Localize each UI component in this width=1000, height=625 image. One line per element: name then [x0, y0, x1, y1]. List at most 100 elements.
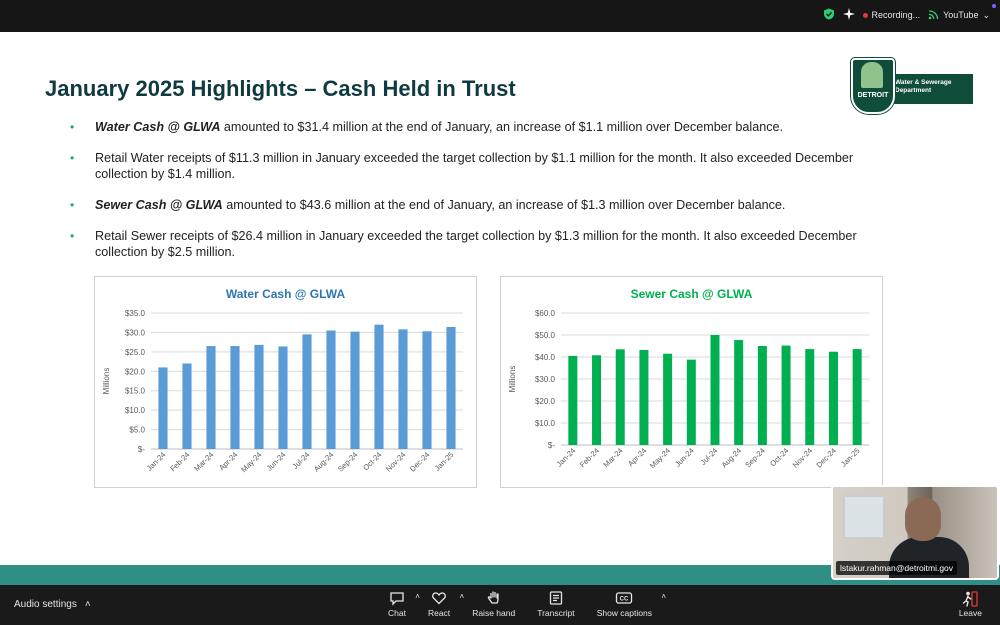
- transcript-label: Transcript: [537, 608, 575, 618]
- chevron-up-icon[interactable]: ˄: [661, 592, 666, 601]
- highlights-list: Water Cash @ GLWA amounted to $31.4 mill…: [70, 119, 870, 275]
- audio-settings-button[interactable]: Audio settings ˄: [14, 599, 91, 610]
- y-tick-label: $10.0: [535, 419, 556, 428]
- y-tick-label: $35.0: [125, 309, 146, 318]
- x-tick-label: Feb-24: [578, 446, 601, 469]
- presentation-slide: January 2025 Highlights – Cash Held in T…: [0, 32, 1000, 565]
- water-cash-chart: Water Cash @ GLWA $- $5.0 $10.0 $15.0 $20.0 $…: [94, 276, 477, 488]
- y-tick-label: $-: [138, 445, 145, 454]
- show-captions-button[interactable]: CC Show captions ˄: [596, 590, 666, 618]
- bar: [158, 367, 168, 449]
- slide-footer-band: [0, 565, 1000, 585]
- bar: [254, 344, 264, 449]
- youtube-stream[interactable]: YouTube ⌄: [928, 10, 990, 21]
- leave-button[interactable]: Leave: [959, 590, 982, 618]
- x-tick-label: May-24: [239, 450, 263, 474]
- x-tick-label: Jan-24: [145, 450, 168, 473]
- x-tick-label: Mar-24: [601, 446, 624, 469]
- bar: [781, 345, 791, 445]
- chart-title: Sewer Cash @ GLWA: [630, 287, 753, 301]
- bullet-item: Retail Water receipts of $11.3 million i…: [70, 150, 870, 182]
- sewer-cash-chart: Sewer Cash @ GLWA $- $10.0 $20.0 $30.0 $40.0…: [500, 276, 883, 488]
- participant-name: lstakur.rahman@detroitmi.gov: [836, 561, 958, 575]
- bar: [686, 359, 696, 445]
- transcript-button[interactable]: Transcript: [537, 590, 575, 618]
- x-tick-label: Oct-24: [361, 450, 383, 472]
- y-axis-label: Millions: [508, 366, 517, 393]
- bar: [852, 349, 862, 445]
- y-tick-label: $50.0: [535, 331, 556, 340]
- logo-department-box: Water & Sewerage Department: [891, 74, 973, 104]
- x-tick-label: Apr-24: [626, 446, 648, 468]
- x-tick-label: Jul-24: [291, 450, 312, 471]
- notification-dot: [992, 4, 996, 8]
- bar: [422, 331, 432, 449]
- bullet-text: Retail Water receipts of $11.3 million i…: [95, 151, 854, 181]
- show-captions-label: Show captions: [596, 608, 652, 618]
- logo-figure-icon: [861, 62, 883, 88]
- chat-button[interactable]: Chat ˄: [388, 590, 420, 618]
- react-label: React: [427, 608, 451, 618]
- x-tick-label: Jan-25: [839, 446, 862, 469]
- x-tick-label: Mar-24: [192, 450, 215, 473]
- y-tick-label: $40.0: [535, 353, 556, 362]
- x-tick-label: Oct-24: [768, 446, 790, 468]
- shield-check-icon[interactable]: [823, 8, 835, 22]
- slide-title: January 2025 Highlights – Cash Held in T…: [45, 76, 516, 101]
- y-tick-label: $20.0: [535, 397, 556, 406]
- x-tick-label: Aug-24: [720, 446, 743, 469]
- bar: [230, 346, 240, 449]
- bar: [639, 349, 649, 445]
- meeting-controls-bar: Audio settings ˄ Chat ˄ React ˄ Raise ha…: [0, 585, 1000, 625]
- chart-title: Water Cash @ GLWA: [225, 287, 346, 301]
- y-tick-label: $30.0: [125, 328, 146, 337]
- chevron-up-icon[interactable]: ˄: [415, 592, 420, 601]
- sparkle-icon[interactable]: [842, 8, 855, 22]
- dwsd-logo: Water & Sewerage Department DETROIT: [845, 48, 975, 118]
- sewer-cash-plot: $- $10.0 $20.0 $30.0 $40.0 $50.0 $60.0 Millions…: [508, 309, 869, 470]
- top-bar-status: Recording... YouTube ⌄: [823, 8, 990, 22]
- x-tick-label: Jun-24: [673, 446, 696, 469]
- raise-hand-label: Raise hand: [472, 608, 516, 618]
- y-tick-label: $60.0: [535, 309, 556, 318]
- hand-icon: [486, 590, 502, 608]
- x-tick-label: Jan-25: [433, 450, 456, 473]
- bullet-item: Retail Sewer receipts of $26.4 million i…: [70, 228, 870, 260]
- leave-label: Leave: [958, 608, 982, 618]
- recording-label: Recording...: [871, 10, 921, 20]
- participant-video[interactable]: lstakur.rahman@detroitmi.gov: [831, 485, 999, 580]
- bar: [374, 324, 384, 449]
- x-tick-label: Nov-24: [791, 446, 814, 469]
- leave-icon: [961, 590, 979, 608]
- record-dot-icon: [862, 12, 868, 18]
- x-tick-label: Dec-24: [814, 446, 837, 469]
- x-tick-label: Jul-24: [699, 446, 720, 467]
- heart-icon: [431, 590, 447, 608]
- bar: [398, 329, 408, 449]
- recording-indicator[interactable]: Recording...: [862, 10, 921, 20]
- top-bar: Recording... YouTube ⌄: [0, 0, 1000, 32]
- audio-settings-label: Audio settings: [14, 599, 77, 610]
- bar: [302, 334, 312, 449]
- meeting-controls: Chat ˄ React ˄ Raise hand Transcript CC: [388, 590, 666, 618]
- bullet-text: amounted to $31.4 million at the end of …: [220, 120, 784, 134]
- x-tick-label: Sep-24: [336, 450, 359, 473]
- bar: [206, 346, 216, 449]
- x-tick-label: Aug-24: [312, 450, 335, 473]
- x-tick-label: Sep-24: [743, 446, 766, 469]
- bar: [592, 355, 602, 445]
- y-axis-label: Millions: [102, 368, 111, 395]
- bar: [350, 331, 360, 449]
- bar: [805, 349, 815, 445]
- bullet-bold: Water Cash @ GLWA: [95, 120, 221, 134]
- raise-hand-button[interactable]: Raise hand: [472, 590, 515, 618]
- bullet-text: Retail Sewer receipts of $26.4 million i…: [95, 229, 857, 259]
- x-tick-label: Jan-24: [555, 446, 578, 469]
- x-tick-label: Dec-24: [408, 450, 431, 473]
- y-tick-label: $5.0: [129, 426, 145, 435]
- chevron-up-icon[interactable]: ˄: [459, 592, 465, 601]
- water-cash-plot: $- $5.0 $10.0 $15.0 $20.0 $25.0 $30.0 $35.0 Mill…: [102, 309, 463, 474]
- react-button[interactable]: React ˄: [427, 590, 464, 618]
- logo-shield-text: DETROIT: [857, 92, 889, 99]
- bar: [568, 355, 578, 445]
